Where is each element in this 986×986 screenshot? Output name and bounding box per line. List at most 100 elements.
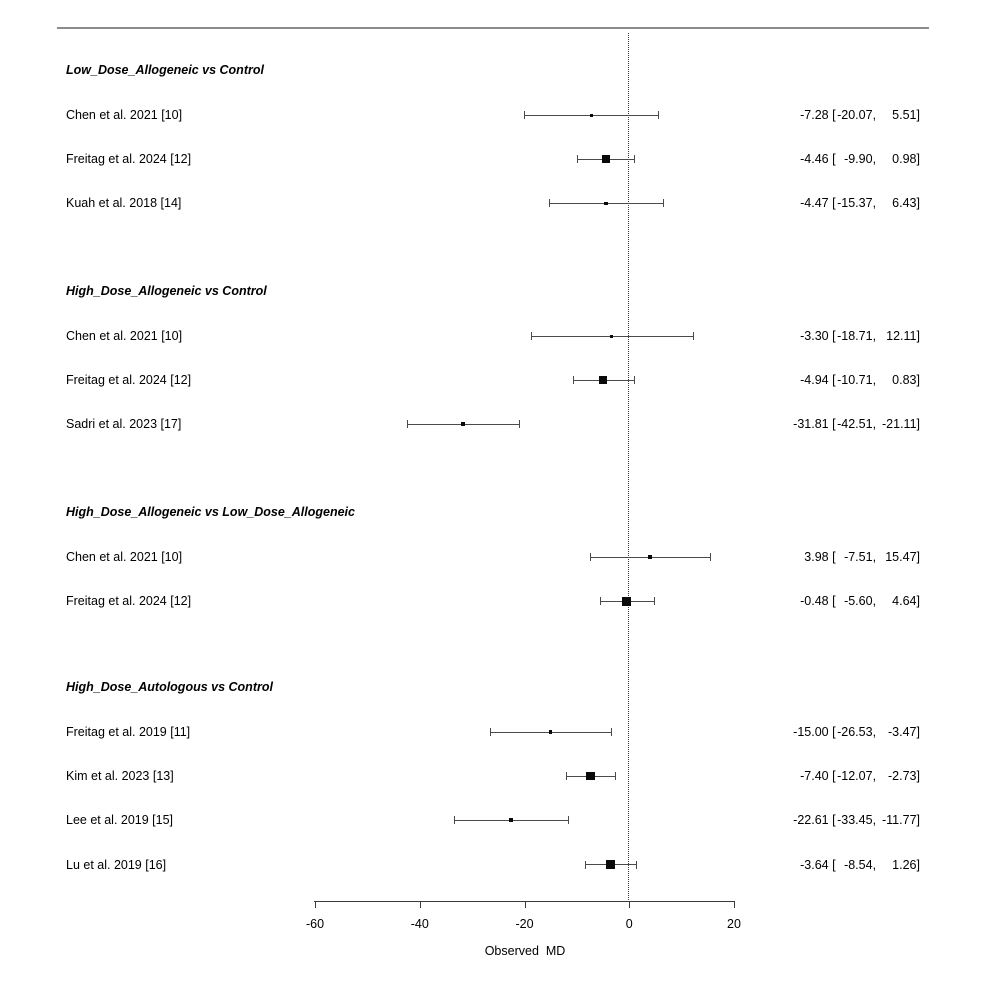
study-label: Lee et al. 2019 [15] — [66, 813, 174, 828]
annotation-separator: ] — [916, 417, 920, 432]
ci-lower-cap — [589, 553, 591, 561]
x-axis-tick — [629, 902, 631, 908]
ci-upper-cap — [658, 111, 660, 119]
point-estimate-marker — [460, 422, 465, 427]
annotation-lo: -5.60 — [844, 594, 873, 609]
estimate-annotation: -4.47 [-15.37, 6.43] — [792, 195, 920, 211]
group-header: High_Dose_Autologous vs Control — [66, 680, 273, 694]
estimate-annotation: -22.61 [-33.45, -11.77] — [792, 812, 920, 828]
ci-lower-cap — [599, 597, 601, 606]
annotation-est: -3.64 — [800, 857, 829, 872]
annotation-est: -7.40 — [800, 769, 829, 784]
estimate-annotation: -15.00 [-26.53, -3.47] — [792, 724, 920, 740]
annotation-lo: -10.71 — [837, 373, 873, 388]
point-estimate-marker — [622, 596, 632, 606]
ci-lower-cap — [566, 772, 568, 781]
annotation-hi: 12.11 — [886, 329, 917, 343]
annotation-separator: , — [872, 152, 880, 167]
annotation-separator: [ — [828, 152, 836, 167]
ci-lower-cap — [573, 376, 575, 385]
ci-lower-cap — [531, 332, 533, 340]
x-axis-tick-label: -20 — [515, 917, 534, 931]
annotation-est: -4.47 — [800, 196, 829, 211]
annotation-separator: , — [872, 550, 880, 564]
estimate-annotation: -7.40 [-12.07, -2.73] — [792, 768, 920, 784]
annotation-separator: [ — [828, 329, 836, 343]
annotation-separator: [ — [828, 725, 836, 739]
annotation-lo: -42.51 — [837, 417, 873, 432]
annotation-separator: ] — [916, 857, 920, 872]
x-axis-tick — [734, 902, 735, 908]
annotation-est: -7.28 — [800, 108, 829, 122]
estimate-annotation: -0.48 [-5.60, 4.64] — [792, 593, 920, 609]
study-label: Lu et al. 2019 [16] — [66, 857, 167, 872]
ci-lower-cap — [524, 111, 526, 119]
study-label: Chen et al. 2021 [10] — [66, 108, 183, 122]
x-axis-tick — [524, 902, 526, 908]
annotation-separator: ] — [916, 329, 920, 343]
x-axis-title: Observed MD — [484, 944, 566, 958]
ci-upper-cap — [692, 332, 694, 340]
annotation-separator: , — [872, 857, 880, 872]
ci-lower-cap — [584, 860, 586, 869]
annotation-est: -22.61 — [793, 813, 829, 828]
estimate-annotation: -3.30 [-18.71, 12.11] — [792, 328, 920, 344]
annotation-separator: , — [872, 373, 880, 388]
estimate-annotation: -3.64 [-8.54, 1.26] — [792, 857, 920, 873]
annotation-hi: -2.73 — [888, 769, 917, 784]
annotation-lo: -26.53 — [837, 725, 873, 739]
ci-lower-cap — [454, 816, 456, 825]
ci-lower-cap — [490, 728, 492, 736]
point-estimate-marker — [548, 730, 553, 734]
annotation-separator: ] — [916, 550, 920, 564]
point-estimate-marker — [610, 334, 614, 338]
annotation-hi: 5.51 — [892, 108, 917, 122]
ci-upper-cap — [614, 772, 616, 781]
ci-upper-cap — [567, 816, 569, 825]
study-label: Freitag et al. 2019 [11] — [66, 725, 191, 739]
estimate-annotation: -31.81 [-42.51, -21.11] — [792, 416, 920, 432]
ci-lower-cap — [577, 155, 579, 164]
annotation-separator: ] — [916, 725, 920, 739]
x-axis-line — [314, 901, 735, 902]
annotation-separator: , — [872, 417, 880, 432]
annotation-lo: -12.07 — [837, 769, 873, 784]
point-estimate-marker — [605, 860, 615, 870]
annotation-hi: -11.77 — [882, 813, 917, 828]
annotation-hi: 6.43 — [892, 196, 917, 211]
top-rule — [57, 27, 929, 29]
annotation-hi: 0.98 — [892, 152, 917, 167]
study-label: Chen et al. 2021 [10] — [66, 550, 183, 564]
annotation-est: -3.30 — [800, 329, 829, 343]
annotation-lo: -7.51 — [844, 550, 873, 564]
study-label: Chen et al. 2021 [10] — [66, 329, 183, 343]
annotation-hi: 15.47 — [885, 550, 917, 564]
ci-upper-cap — [518, 420, 520, 429]
annotation-separator: [ — [828, 769, 836, 784]
ci-upper-cap — [634, 155, 636, 164]
group-header: Low_Dose_Allogeneic vs Control — [66, 63, 264, 77]
study-label: Freitag et al. 2024 [12] — [66, 594, 192, 609]
ci-upper-cap — [710, 553, 712, 561]
study-label: Freitag et al. 2024 [12] — [66, 152, 192, 167]
annotation-lo: -20.07 — [837, 108, 873, 122]
estimate-annotation: -7.28 [-20.07, 5.51] — [792, 107, 920, 123]
annotation-separator: [ — [828, 196, 836, 211]
ci-upper-cap — [653, 597, 655, 606]
point-estimate-marker — [586, 771, 595, 781]
annotation-separator: ] — [916, 769, 920, 784]
annotation-est: -31.81 — [793, 417, 829, 432]
annotation-separator: [ — [828, 813, 836, 828]
ci-upper-cap — [662, 199, 664, 208]
study-label: Freitag et al. 2024 [12] — [66, 373, 192, 388]
annotation-separator: [ — [828, 857, 836, 872]
annotation-hi: 4.64 — [892, 594, 917, 609]
annotation-lo: -8.54 — [844, 857, 873, 872]
x-axis-tick — [315, 902, 316, 908]
annotation-est: 3.98 — [804, 550, 829, 564]
annotation-lo: -18.71 — [837, 329, 873, 343]
annotation-separator: , — [872, 108, 880, 122]
x-axis-tick-label: 0 — [625, 917, 633, 931]
ci-upper-cap — [635, 860, 637, 869]
